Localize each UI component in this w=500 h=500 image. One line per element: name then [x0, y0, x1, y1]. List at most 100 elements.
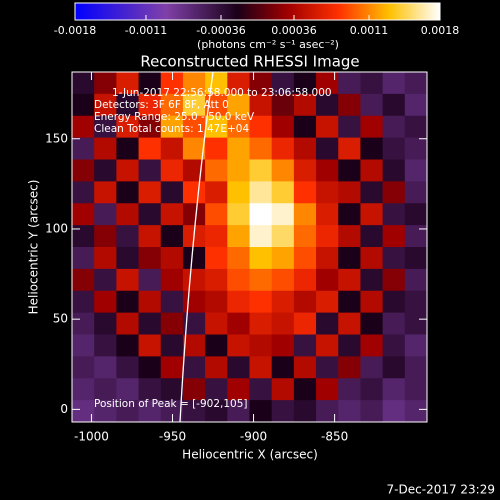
heatmap-cell [382, 247, 406, 270]
heatmap-cell [116, 290, 140, 314]
heatmap-cell [116, 159, 140, 182]
heatmap-cell [360, 268, 384, 292]
heatmap-cell [72, 72, 95, 95]
heatmap-cell [338, 247, 361, 270]
heatmap-cell [94, 115, 117, 139]
heatmap-cell [205, 115, 228, 139]
heatmap-cell [271, 312, 295, 335]
heatmap-cell [316, 203, 339, 226]
x-tick-label: -1000 [74, 430, 109, 444]
heatmap-cell [338, 356, 361, 379]
x-tick-label: -950 [159, 430, 186, 444]
heatmap-cell [271, 159, 295, 182]
heatmap-cell [271, 400, 295, 422]
heatmap-cell [293, 203, 317, 226]
heatmap-cell [205, 378, 228, 401]
heatmap-cell [227, 72, 250, 95]
heatmap-cell [338, 137, 361, 160]
heatmap-cell [360, 137, 384, 160]
heatmap-cell [116, 181, 140, 204]
heatmap-cell [271, 334, 295, 357]
heatmap-cell [360, 290, 384, 314]
heatmap-cell [160, 93, 184, 117]
heatmap-cell [338, 203, 361, 226]
heatmap-cell [138, 181, 162, 204]
heatmap-cell [205, 334, 228, 357]
heatmap-cell [205, 93, 228, 117]
heatmap-cell [116, 225, 140, 248]
heatmap-cell [116, 378, 140, 401]
heatmap-cell [205, 312, 228, 335]
heatmap-cell [94, 400, 117, 422]
heatmap-cell [316, 378, 339, 401]
heatmap-cell [271, 115, 295, 139]
heatmap-cell [271, 290, 295, 314]
heatmap-cell [404, 159, 427, 182]
heatmap-cell [316, 181, 339, 204]
heatmap-cell [293, 181, 317, 204]
heatmap-cell [249, 137, 273, 160]
heatmap-cell [94, 181, 117, 204]
heatmap-cell [293, 72, 317, 95]
heatmap-cell [382, 159, 406, 182]
heatmap-cell [94, 137, 117, 160]
heatmap-cell [205, 268, 228, 292]
heatmap-cell [227, 181, 250, 204]
heatmap-cell [249, 181, 273, 204]
heatmap-cell [271, 268, 295, 292]
heatmap-cell [138, 159, 162, 182]
heatmap-cell [227, 247, 250, 270]
footer-date: 7-Dec-2017 23:29 [387, 483, 495, 497]
x-axis-label: Heliocentric X (arcsec) [182, 448, 318, 462]
heatmap-cell [182, 93, 206, 117]
heatmap-cell [138, 115, 162, 139]
heatmap-cell [182, 334, 206, 357]
heatmap-cell [94, 225, 117, 248]
heatmap-cell [293, 312, 317, 335]
heatmap-cell [160, 115, 184, 139]
heatmap-cell [116, 203, 140, 226]
heatmap-cell [249, 72, 273, 95]
heatmap-cell [271, 203, 295, 226]
heatmap-cell [293, 334, 317, 357]
heatmap-cell [182, 247, 206, 270]
heatmap-cell [338, 93, 361, 117]
heatmap-cell [116, 137, 140, 160]
heatmap-cell [160, 247, 184, 270]
colorbar-tick-label: -0.0018 [54, 24, 96, 37]
chart-title: Reconstructed RHESSI Image [140, 53, 359, 71]
colorbar-label: (photons cm⁻² s⁻¹ asec⁻²) [197, 38, 339, 51]
x-tick-label: -900 [240, 430, 267, 444]
heatmap-cell [205, 137, 228, 160]
heatmap-cell [72, 93, 95, 117]
heatmap-cell [404, 225, 427, 248]
heatmap-cell [182, 378, 206, 401]
heatmap-cell [72, 247, 95, 270]
heatmap-cell [227, 115, 250, 139]
heatmap-cell [249, 115, 273, 139]
heatmap-cell [404, 268, 427, 292]
heatmap-cell [382, 181, 406, 204]
heatmap-cell [182, 290, 206, 314]
heatmap-cell [271, 72, 295, 95]
heatmap-cell [249, 159, 273, 182]
heatmap-cell [404, 181, 427, 204]
heatmap-cell [72, 225, 95, 248]
heatmap-cell [116, 93, 140, 117]
heatmap-cell [316, 356, 339, 379]
heatmap-cell [249, 93, 273, 117]
heatmap-cell [94, 290, 117, 314]
heatmap-cell [271, 356, 295, 379]
heatmap-cell [316, 225, 339, 248]
heatmap-cell [160, 334, 184, 357]
heatmap-cell [360, 203, 384, 226]
heatmap-cell [72, 268, 95, 292]
heatmap-cell [182, 400, 206, 422]
heatmap-cell [338, 378, 361, 401]
heatmap-cell [360, 247, 384, 270]
heatmap-cell [360, 72, 384, 95]
heatmap-cell [205, 400, 228, 422]
heatmap-cell [72, 356, 95, 379]
heatmap-cell [72, 378, 95, 401]
heatmap-cell [382, 115, 406, 139]
